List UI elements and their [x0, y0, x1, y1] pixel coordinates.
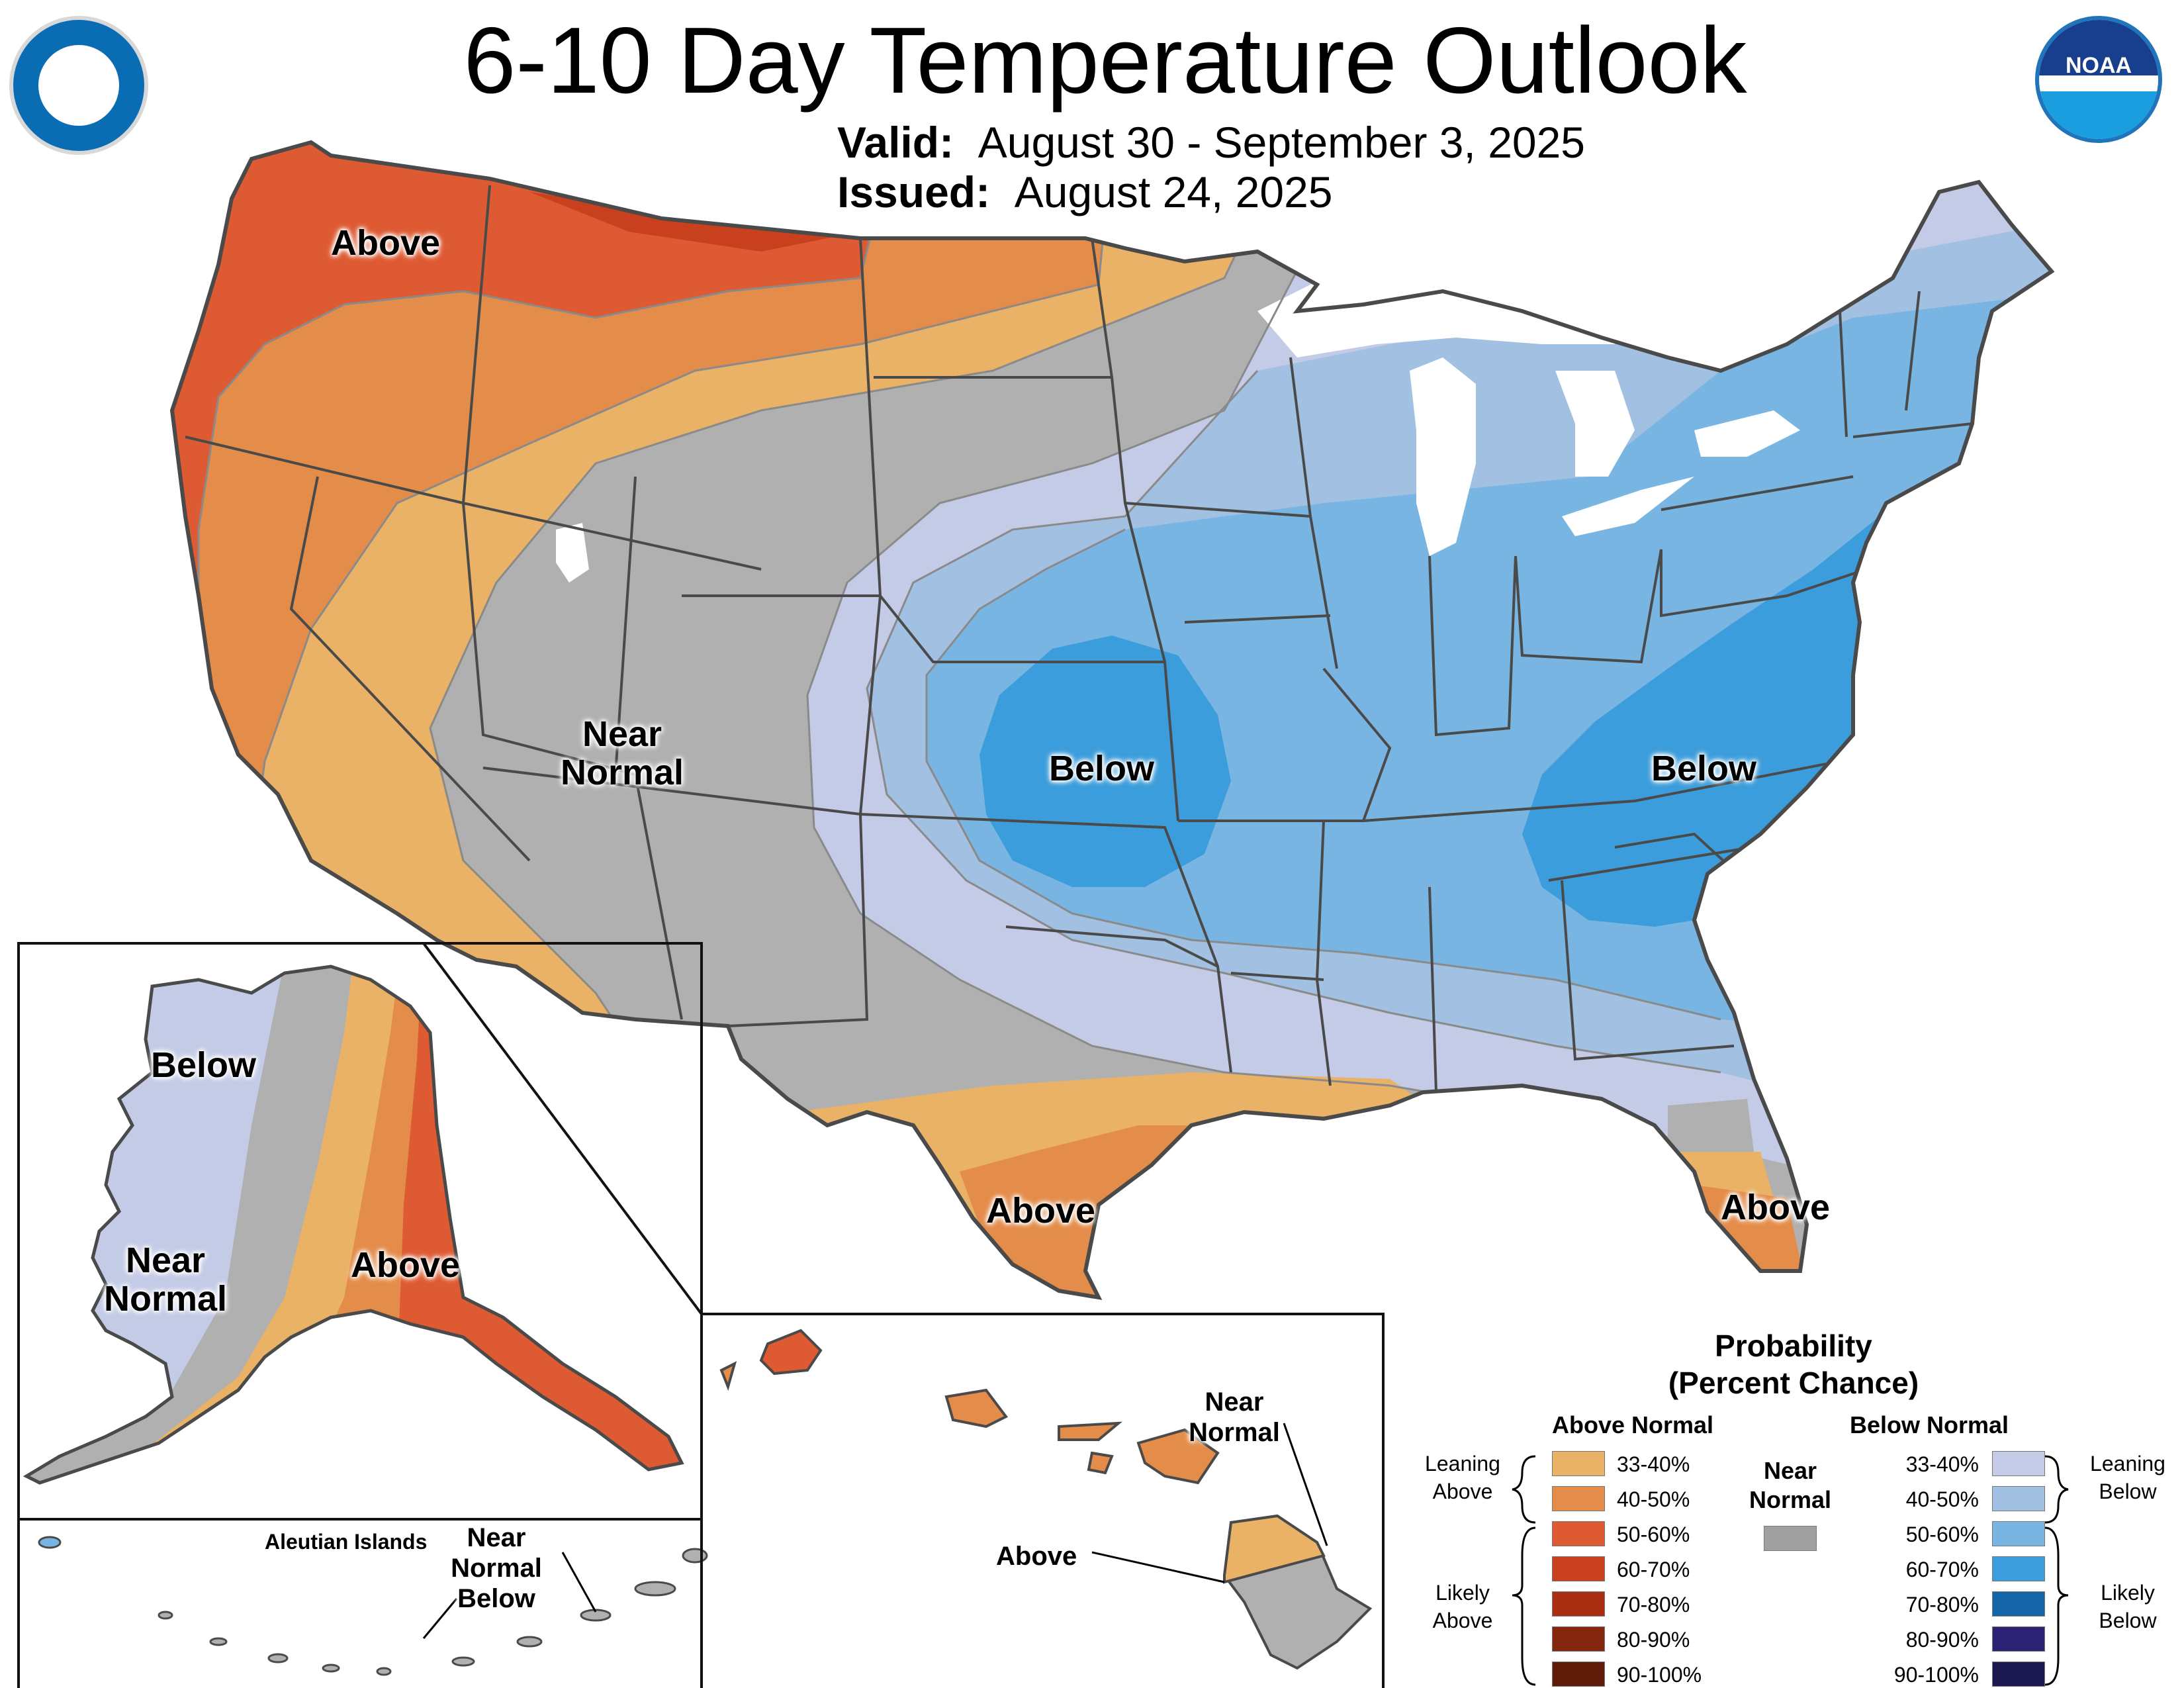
legend-above-row: 90-100% — [1552, 1662, 1724, 1688]
legend-below-swatch — [1992, 1521, 2045, 1546]
legend-above-label: 90-100% — [1617, 1663, 1702, 1687]
legend-below-swatch — [1992, 1591, 2045, 1617]
department-of-commerce-seal-icon — [9, 16, 148, 155]
label-plains-below: Below — [1049, 749, 1155, 788]
legend-below-row: 90-100% — [1853, 1662, 2045, 1688]
legend-leaning-below: Leaning Below — [2090, 1452, 2165, 1503]
legend-above-swatch — [1552, 1591, 1605, 1617]
issued-label: Issued: — [837, 167, 991, 216]
legend-below-label: 90-100% — [1893, 1663, 1979, 1687]
label-alaska-below: Below — [151, 1045, 257, 1085]
legend-below-swatch — [1992, 1556, 2045, 1581]
oahu — [944, 1388, 1009, 1429]
legend-below-row: 70-80% — [1853, 1591, 2045, 1618]
kauai — [759, 1329, 823, 1376]
label-southeast-below: Below — [1651, 749, 1757, 788]
label-hawaii-near-normal: Near Normal — [1189, 1387, 1280, 1447]
legend-above-swatch — [1552, 1626, 1605, 1652]
legend-below-row: 40-50% — [1853, 1486, 2045, 1513]
legend-above-swatch — [1552, 1662, 1605, 1687]
noaa-logo-icon: NOAA — [2035, 16, 2162, 143]
label-florida-above: Above — [1721, 1188, 1831, 1227]
legend-below-header: Below Normal — [1850, 1411, 2009, 1438]
hawaii-inset — [700, 1313, 1385, 1688]
legend-above-label: 33-40% — [1617, 1452, 1690, 1476]
noaa-logo-text: NOAA — [2065, 53, 2132, 78]
valid-value: August 30 - September 3, 2025 — [978, 118, 1586, 167]
legend-above-row: 33-40% — [1552, 1451, 1724, 1477]
lake-erie — [1562, 477, 1694, 536]
legend-above-row: 40-50% — [1552, 1486, 1724, 1513]
aleutian-islands — [38, 1536, 708, 1676]
label-alaska-near-normal: Near Normal — [103, 1241, 228, 1319]
legend-above-row: 70-80% — [1552, 1591, 1724, 1618]
legend-likely-below: Likely Below — [2099, 1581, 2157, 1632]
legend-near-normal-swatch — [1764, 1526, 1817, 1551]
label-northwest-above: Above — [331, 223, 441, 263]
label-rockies-near-normal: Near Normal — [560, 714, 684, 792]
legend-below-label: 70-80% — [1905, 1593, 1979, 1617]
label-texas-above: Above — [986, 1191, 1096, 1231]
legend-below-swatch — [1992, 1626, 2045, 1652]
valid-line: Valid: August 30 - September 3, 2025 — [837, 116, 1585, 169]
legend-above-label: 40-50% — [1617, 1487, 1690, 1511]
above-40-50-area-texas — [960, 1125, 1205, 1297]
near-normal-area-north-florida — [1668, 1099, 1754, 1152]
legend-leaning-above: Leaning Above — [1425, 1452, 1500, 1503]
legend-below-swatch — [1992, 1486, 2045, 1511]
issued-value: August 24, 2025 — [1014, 167, 1333, 216]
legend-above-label: 60-70% — [1617, 1558, 1690, 1581]
label-aleutian-near-normal-below: Near Normal Below — [451, 1523, 542, 1613]
maui — [1136, 1428, 1220, 1485]
legend-brackets — [1512, 1455, 2069, 1686]
legend-above-label: 80-90% — [1617, 1628, 1690, 1652]
issued-line: Issued: August 24, 2025 — [837, 165, 1333, 218]
legend-below-row: 50-60% — [1853, 1521, 2045, 1548]
legend-below-swatch — [1992, 1662, 2045, 1687]
niihau — [719, 1361, 737, 1391]
above-40-50-area-florida — [1694, 1185, 1807, 1291]
legend-above-swatch — [1552, 1521, 1605, 1546]
legend-above-row: 50-60% — [1552, 1521, 1724, 1548]
legend-above-header: Above Normal — [1552, 1411, 1714, 1438]
legend-above-row: 80-90% — [1552, 1626, 1724, 1653]
legend-below-label: 50-60% — [1905, 1523, 1979, 1546]
label-hawaii-above: Above — [996, 1542, 1077, 1571]
legend-above-label: 70-80% — [1617, 1593, 1690, 1617]
label-alaska-above: Above — [351, 1245, 461, 1285]
legend-above-row: 60-70% — [1552, 1556, 1724, 1583]
legend-above-label: 50-60% — [1617, 1523, 1690, 1546]
aleutian-islands-title: Aleutian Islands — [265, 1530, 428, 1554]
great-salt-lake — [556, 523, 589, 583]
lake-huron — [1555, 371, 1635, 477]
legend-below-label: 40-50% — [1905, 1487, 1979, 1511]
molokai — [1058, 1421, 1122, 1441]
legend-below-label: 33-40% — [1905, 1452, 1979, 1476]
page-title: 6-10 Day Temperature Outlook — [463, 8, 1747, 113]
legend-likely-above: Likely Above — [1432, 1581, 1493, 1632]
legend-above-swatch — [1552, 1556, 1605, 1581]
legend-below-label: 80-90% — [1905, 1628, 1979, 1652]
lake-ontario — [1694, 410, 1800, 457]
legend-above-swatch — [1552, 1486, 1605, 1511]
legend-below-swatch — [1992, 1451, 2045, 1476]
lake-michigan — [1410, 357, 1476, 556]
valid-label: Valid: — [837, 118, 954, 167]
lanai — [1087, 1451, 1114, 1475]
legend-near-normal-label: Near Normal — [1749, 1457, 1832, 1513]
legend-below-row: 80-90% — [1853, 1626, 2045, 1653]
legend-title: Probability (Percent Chance) — [1668, 1329, 1919, 1400]
hawaii-inset-frame — [700, 1313, 1385, 1688]
probability-contours — [197, 142, 1721, 1127]
legend-above-swatch — [1552, 1451, 1605, 1476]
legend-below-row: 33-40% — [1853, 1451, 2045, 1477]
legend-below-row: 60-70% — [1853, 1556, 2045, 1583]
legend-below-label: 60-70% — [1905, 1558, 1979, 1581]
